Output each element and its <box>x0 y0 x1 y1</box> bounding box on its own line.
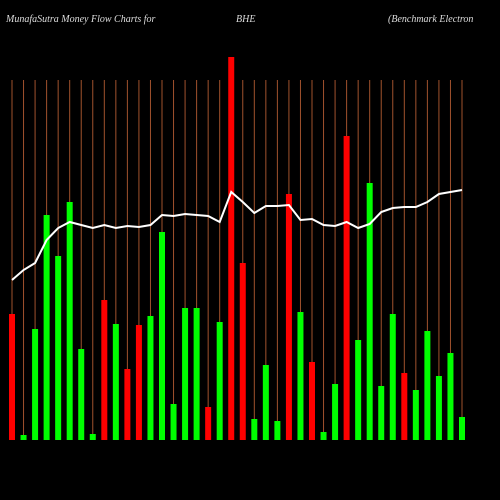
bar <box>20 435 27 440</box>
bar <box>112 324 119 440</box>
chart-ticker: BHE <box>236 14 255 25</box>
bar <box>78 349 85 440</box>
bar <box>447 353 454 440</box>
bar <box>89 434 96 440</box>
bar <box>401 373 408 440</box>
bar <box>135 325 142 440</box>
bar <box>170 404 177 440</box>
bar <box>55 256 62 440</box>
bar <box>43 215 50 440</box>
bar <box>459 417 465 440</box>
chart-title: MunafaSutra Money Flow Charts for <box>5 14 156 25</box>
bar <box>262 365 269 440</box>
bar <box>389 314 396 440</box>
bar <box>274 421 281 440</box>
bar <box>355 340 362 440</box>
bar <box>297 312 304 440</box>
bar <box>205 407 212 440</box>
bar <box>32 329 39 440</box>
bar <box>412 390 419 440</box>
bar <box>182 308 189 440</box>
bar <box>147 316 154 440</box>
bar <box>366 183 373 440</box>
bar <box>66 202 73 440</box>
bar <box>101 300 108 440</box>
bar <box>378 386 385 440</box>
bar <box>343 136 350 440</box>
bar <box>285 194 292 440</box>
bar <box>332 384 339 440</box>
bar <box>9 314 15 440</box>
bar <box>216 322 223 440</box>
bar <box>239 263 246 440</box>
bar <box>124 369 131 440</box>
bar <box>228 57 235 440</box>
bar <box>424 331 431 440</box>
bar <box>251 419 258 440</box>
bar <box>435 376 442 440</box>
bar <box>193 308 200 440</box>
chart-company: (Benchmark Electron <box>388 14 473 25</box>
money-flow-line <box>11 189 463 281</box>
bar <box>159 232 165 440</box>
bar <box>309 362 315 440</box>
bar <box>320 432 327 440</box>
